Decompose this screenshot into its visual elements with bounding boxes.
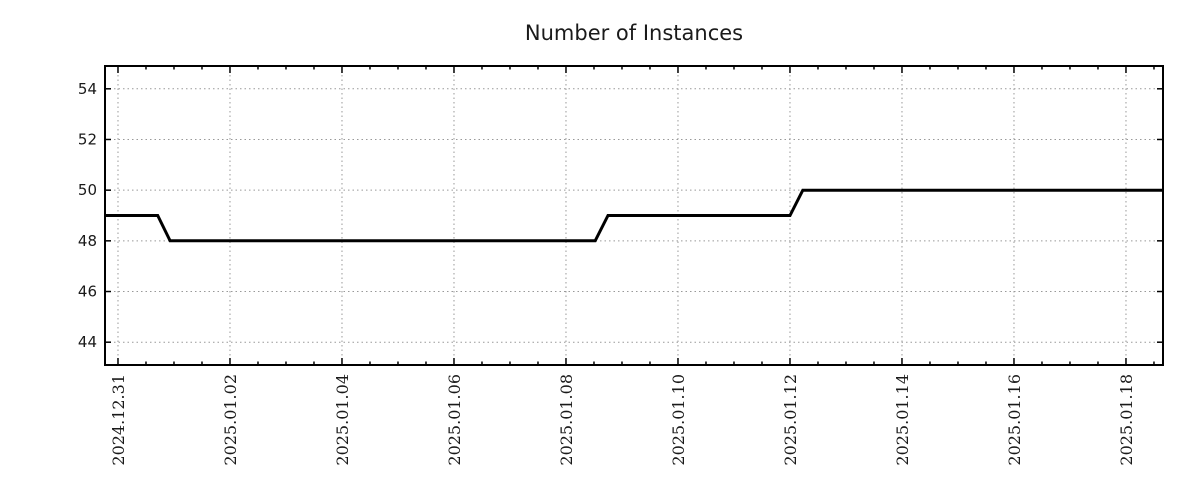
- data-series: [105, 188, 1163, 243]
- x-tick-label: 2025.01.18: [1117, 374, 1136, 466]
- plot-border: [104, 65, 1164, 366]
- y-axis-labels: 44 46 48 50 52 54: [78, 80, 97, 351]
- x-tick-label: 2025.01.16: [1005, 374, 1024, 466]
- y-tick-label: 54: [78, 80, 97, 98]
- chart-title: Number of Instances: [525, 21, 743, 45]
- y-tick-label: 44: [78, 333, 97, 351]
- x-tick-label: 2024.12.31: [109, 374, 128, 466]
- x-tick-label: 2025.01.10: [669, 374, 688, 466]
- x-axis-labels: 2024.12.31 2025.01.02 2025.01.04 2025.01.06…: [109, 374, 1136, 466]
- x-tick-label: 2025.01.02: [221, 374, 240, 466]
- y-tick-label: 50: [78, 181, 97, 199]
- y-tick-label: 52: [78, 130, 97, 148]
- y-tick-label: 46: [78, 283, 97, 301]
- y-tick-label: 48: [78, 232, 97, 250]
- x-tick-label: 2025.01.14: [893, 374, 912, 466]
- x-tick-label: 2025.01.04: [333, 374, 352, 466]
- x-tick-label: 2025.01.12: [781, 374, 800, 466]
- series-line-instances: [105, 188, 1163, 243]
- x-tick-label: 2025.01.06: [445, 374, 464, 466]
- x-tick-label: 2025.01.08: [557, 374, 576, 466]
